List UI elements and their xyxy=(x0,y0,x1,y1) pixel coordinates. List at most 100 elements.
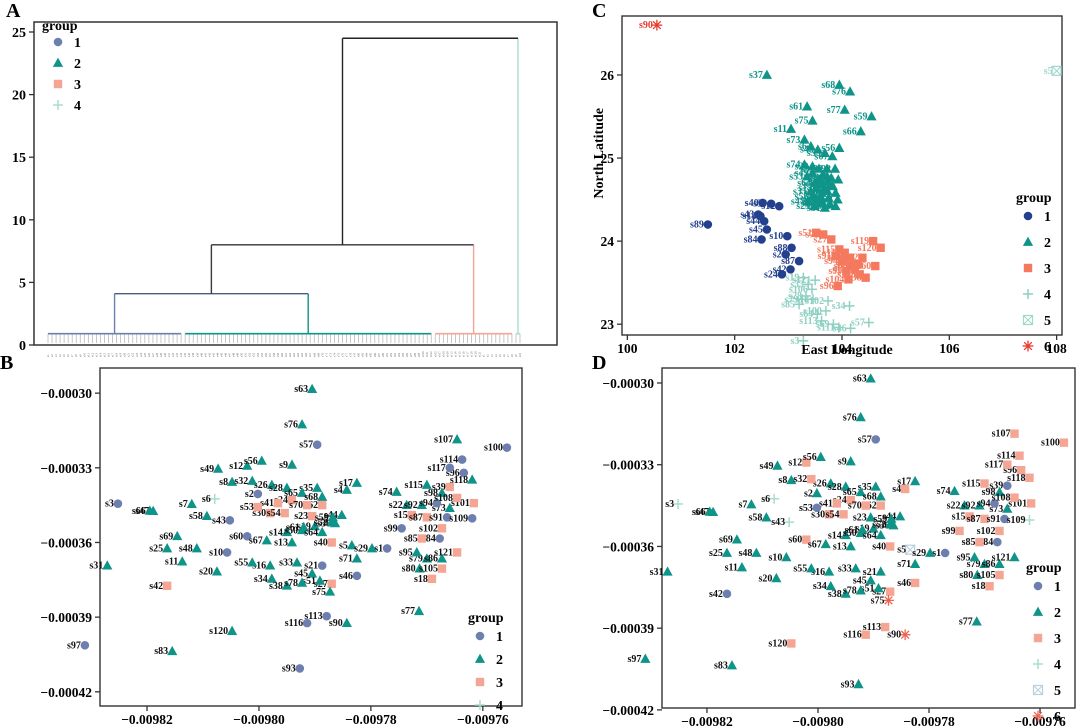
point-s77 xyxy=(971,616,982,626)
point-label-s47: s47 xyxy=(695,507,709,518)
point-label-s63: s63 xyxy=(294,384,308,395)
point-s21 xyxy=(875,566,886,576)
point-label-s28: s28 xyxy=(828,482,842,493)
point-label-s93: s93 xyxy=(282,663,296,674)
point-label-s7: s7 xyxy=(179,499,188,510)
point-label-s2: s2 xyxy=(245,489,254,500)
point-s73 xyxy=(1002,503,1013,513)
point-label-s91: s91 xyxy=(987,514,1001,525)
point-label-s57: s57 xyxy=(299,440,313,451)
leaf-label: s30 xyxy=(163,352,167,357)
point-label-s10: s10 xyxy=(769,231,783,242)
legend-label-4: 4 xyxy=(1054,658,1061,673)
point-label-s119: s119 xyxy=(851,236,869,247)
triangle-marker xyxy=(474,653,486,663)
leaf-label: s98 xyxy=(413,352,417,357)
point-label-s42: s42 xyxy=(149,581,163,592)
point-s75 xyxy=(324,586,336,596)
point-label-s106: s106 xyxy=(789,284,808,295)
point-label-s59: s59 xyxy=(315,512,329,523)
point-label-s74: s74 xyxy=(379,487,393,498)
y-tick-label: −0.00036 xyxy=(602,539,654,554)
point-label-s97: s97 xyxy=(627,654,641,665)
point-s33 xyxy=(291,557,303,567)
point-s31 xyxy=(102,560,113,570)
point-label-s43: s43 xyxy=(212,515,226,526)
point-s114 xyxy=(853,260,863,269)
point-s95 xyxy=(969,551,980,562)
point-s118 xyxy=(855,270,864,279)
point-label-s115: s115 xyxy=(962,479,980,490)
point-label-s86: s86 xyxy=(812,180,826,191)
leaf-label: s5 xyxy=(62,354,66,357)
point-s80 xyxy=(812,194,823,204)
leaf-label: s41 xyxy=(203,352,207,357)
point-label-s100: s100 xyxy=(803,306,822,317)
leaf-label: s84 xyxy=(365,352,369,357)
leaf-label: s23 xyxy=(135,352,139,357)
point-label-s84: s84 xyxy=(979,537,993,548)
point-s68 xyxy=(834,79,845,89)
point-label-s84: s84 xyxy=(422,533,436,544)
leaf-label: s44 xyxy=(215,352,219,357)
leaf-label: s53 xyxy=(252,352,256,357)
point-s86 xyxy=(436,553,448,563)
point-label-s94: s94 xyxy=(419,498,433,509)
point-s62 xyxy=(876,501,885,510)
point-label-s120: s120 xyxy=(768,638,787,649)
boxed-x-marker xyxy=(1032,684,1044,696)
leaf-label: s58 xyxy=(272,352,276,357)
legend: group 1 2 3 4 5 6 xyxy=(1026,561,1062,725)
x-tick-label: −0.00976 xyxy=(457,712,509,727)
point-label-s68: s68 xyxy=(304,492,318,503)
point-label-s8: s8 xyxy=(807,175,816,186)
point-label-s20: s20 xyxy=(758,573,772,584)
point-label-s52: s52 xyxy=(314,517,328,528)
point-s102 xyxy=(995,526,1004,536)
leaf-label: s27 xyxy=(151,352,155,357)
point-s17 xyxy=(351,477,362,487)
point-s70 xyxy=(861,501,870,510)
leaf-label: s120 xyxy=(474,351,478,357)
point-s44 xyxy=(336,509,347,519)
point-s120 xyxy=(876,243,885,252)
y-tick-label: 25 xyxy=(601,151,615,166)
y-tick-label: −0.00036 xyxy=(40,535,92,550)
x-tick-label: −0.00976 xyxy=(1014,714,1066,728)
point-label-s40: s40 xyxy=(745,198,759,209)
panel-d-scatter-border xyxy=(661,367,1076,709)
line xyxy=(1023,341,1033,351)
leaf-label: s115 xyxy=(457,351,461,357)
plus-marker xyxy=(53,100,63,110)
point-s23 xyxy=(814,175,825,186)
leaf-label: s6 xyxy=(502,354,506,357)
leaf-label: s36 xyxy=(187,352,191,357)
point-label-s6: s6 xyxy=(761,494,770,505)
legend-title: group xyxy=(42,19,78,34)
point-s80 xyxy=(972,569,983,579)
point-s87 xyxy=(794,256,804,266)
square-marker xyxy=(1023,263,1033,273)
point-label-s41: s41 xyxy=(819,498,833,509)
point-s19 xyxy=(868,523,879,533)
point-s10 xyxy=(782,231,792,241)
point-label-s14: s14 xyxy=(269,527,283,538)
leaf-label: s46 xyxy=(224,352,228,357)
point-label-s22: s22 xyxy=(947,501,961,512)
point-label-s61: s61 xyxy=(789,102,803,113)
point-s18 xyxy=(808,294,819,305)
point-label-s10: s10 xyxy=(768,552,782,563)
point-s115 xyxy=(980,479,989,488)
point-label-s73: s73 xyxy=(787,135,801,146)
point-s101 xyxy=(1026,499,1036,508)
leaf-label: s102 xyxy=(429,351,433,357)
point-s84 xyxy=(992,537,1002,547)
point-s71 xyxy=(910,558,921,569)
point-s3 xyxy=(798,335,809,346)
point-s42 xyxy=(162,581,172,590)
point-s22 xyxy=(959,500,970,510)
point-label-s100: s100 xyxy=(1041,438,1060,449)
leaf-label: s78 xyxy=(349,352,353,357)
line xyxy=(900,630,910,639)
point-s95 xyxy=(813,163,825,173)
